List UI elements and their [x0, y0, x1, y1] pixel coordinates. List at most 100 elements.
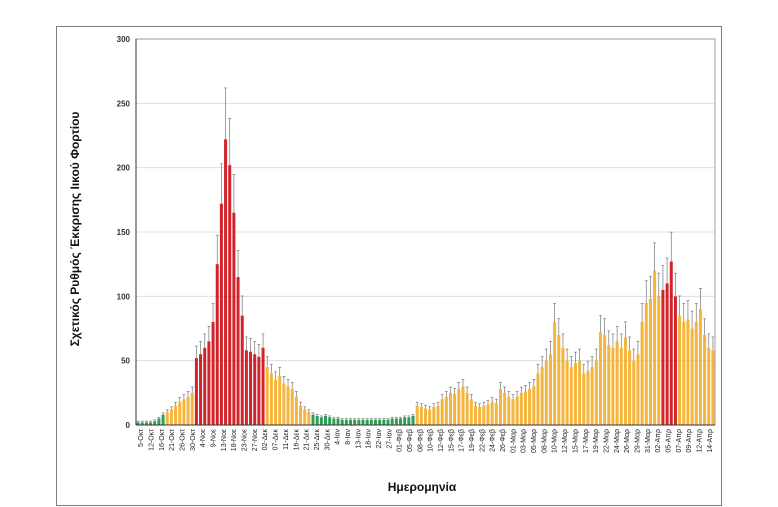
bar: [161, 414, 165, 425]
bar: [486, 404, 490, 425]
bar: [411, 415, 415, 425]
bar: [611, 347, 615, 425]
x-tick-label: 15-Φεβ: [448, 429, 455, 452]
x-tick-label: 07-Δεκ: [273, 429, 280, 451]
axes: [135, 38, 716, 426]
bar: [707, 347, 711, 425]
x-tick-label: 12-Οκτ: [149, 429, 156, 451]
bar: [603, 334, 607, 425]
bar: [594, 360, 598, 425]
bar: [503, 392, 507, 425]
x-tick-label: 12-Απρ: [696, 429, 703, 453]
bar: [590, 367, 594, 425]
x-tick-label: 14-Απρ: [707, 429, 714, 453]
bar: [311, 414, 315, 425]
bar: [640, 322, 644, 425]
bar: [174, 405, 178, 425]
bar: [457, 388, 461, 425]
x-tick-label: 5-Οκτ: [138, 429, 145, 447]
x-tick-label: 21-Οκτ: [169, 429, 176, 451]
bar: [615, 341, 619, 425]
y-axis-label: Σχετικός Ρυθμός Έκκρισης Ιικού Φορτίου: [68, 112, 82, 347]
bar: [536, 373, 540, 425]
bar: [282, 383, 286, 425]
bar: [194, 358, 198, 425]
bar: [136, 422, 140, 425]
x-tick-label: 11-Δεκ: [283, 429, 290, 450]
bar: [219, 203, 223, 425]
bar: [294, 396, 298, 425]
bar: [436, 405, 440, 425]
bar: [565, 360, 569, 425]
error-bars: [136, 87, 715, 423]
bar: [669, 261, 673, 425]
bar: [278, 376, 282, 425]
bar: [511, 399, 515, 425]
x-tick-label: 18-Ιαν: [366, 429, 373, 449]
bar: [249, 351, 253, 425]
y-tick-label: 200: [117, 164, 131, 173]
bar: [569, 367, 573, 425]
x-tick-label: 27-Ιαν: [386, 429, 393, 449]
x-tick-label: 26-Φεβ: [500, 429, 507, 452]
y-tick-label: 0: [126, 421, 131, 430]
bar: [657, 296, 661, 425]
bar: [324, 415, 328, 425]
x-tick-label: 17-Φεβ: [459, 429, 466, 452]
x-tick-label: 9-Νοε: [211, 429, 218, 447]
bar: [211, 322, 215, 425]
bar: [186, 396, 190, 425]
bar: [490, 401, 494, 425]
bar: [365, 419, 369, 425]
x-tick-label: 15-Μαρ: [572, 429, 579, 453]
bar: [403, 417, 407, 425]
x-tick-label: 23-Νοε: [242, 429, 249, 451]
bar: [332, 418, 336, 425]
x-tick-label: 26-Μαρ: [624, 429, 631, 453]
bar: [632, 360, 636, 425]
bar: [328, 417, 332, 425]
x-tick-label: 30-Οκτ: [190, 429, 197, 451]
bar: [653, 270, 657, 425]
bar: [561, 347, 565, 425]
bar: [553, 322, 557, 425]
bar: [257, 356, 261, 425]
x-tick-label: 02-Δεκ: [262, 429, 269, 451]
bar: [224, 139, 228, 426]
x-tick-label: 19-Φεβ: [469, 429, 476, 452]
x-tick-label: 21-Δεκ: [304, 429, 311, 451]
x-tick-label: 12-Φεβ: [438, 429, 445, 452]
bar: [286, 386, 290, 425]
x-tick-label: 08-Φεβ: [417, 429, 424, 452]
x-tick-label: 29-Μαρ: [634, 429, 641, 453]
bar: [307, 412, 311, 425]
bar: [369, 419, 373, 425]
y-tick-label: 100: [117, 292, 131, 301]
bar: [424, 408, 427, 425]
x-tick-label: 18-Νοε: [231, 429, 238, 451]
bar: [582, 373, 586, 425]
bar: [478, 406, 482, 425]
bar: [678, 315, 682, 425]
chart-frame: 0 50 100 150 200 250 300 5-Οκτ 12-Οκτ 16-Οκτ 21-Ο…: [56, 26, 722, 506]
bar: [244, 350, 248, 425]
bar: [482, 405, 486, 425]
bar: [540, 367, 544, 425]
bar: [336, 418, 340, 425]
bar: [528, 388, 532, 425]
bar: [453, 394, 457, 425]
bar: [661, 289, 665, 425]
bar: [465, 392, 469, 425]
x-tick-label: 17-Μαρ: [583, 429, 590, 453]
x-tick-label: 27-Νοε: [252, 429, 259, 451]
bar: [240, 315, 244, 425]
bar: [157, 418, 161, 425]
x-tick-label: 13-Νοε: [221, 429, 228, 451]
bar: [698, 309, 702, 425]
x-tick-label: 8-Ιαν: [345, 429, 352, 445]
bar: [261, 347, 265, 425]
x-tick-label: 01-Φεβ: [397, 429, 404, 452]
bar: [473, 405, 477, 425]
bar: [419, 406, 423, 425]
bar: [407, 417, 411, 425]
